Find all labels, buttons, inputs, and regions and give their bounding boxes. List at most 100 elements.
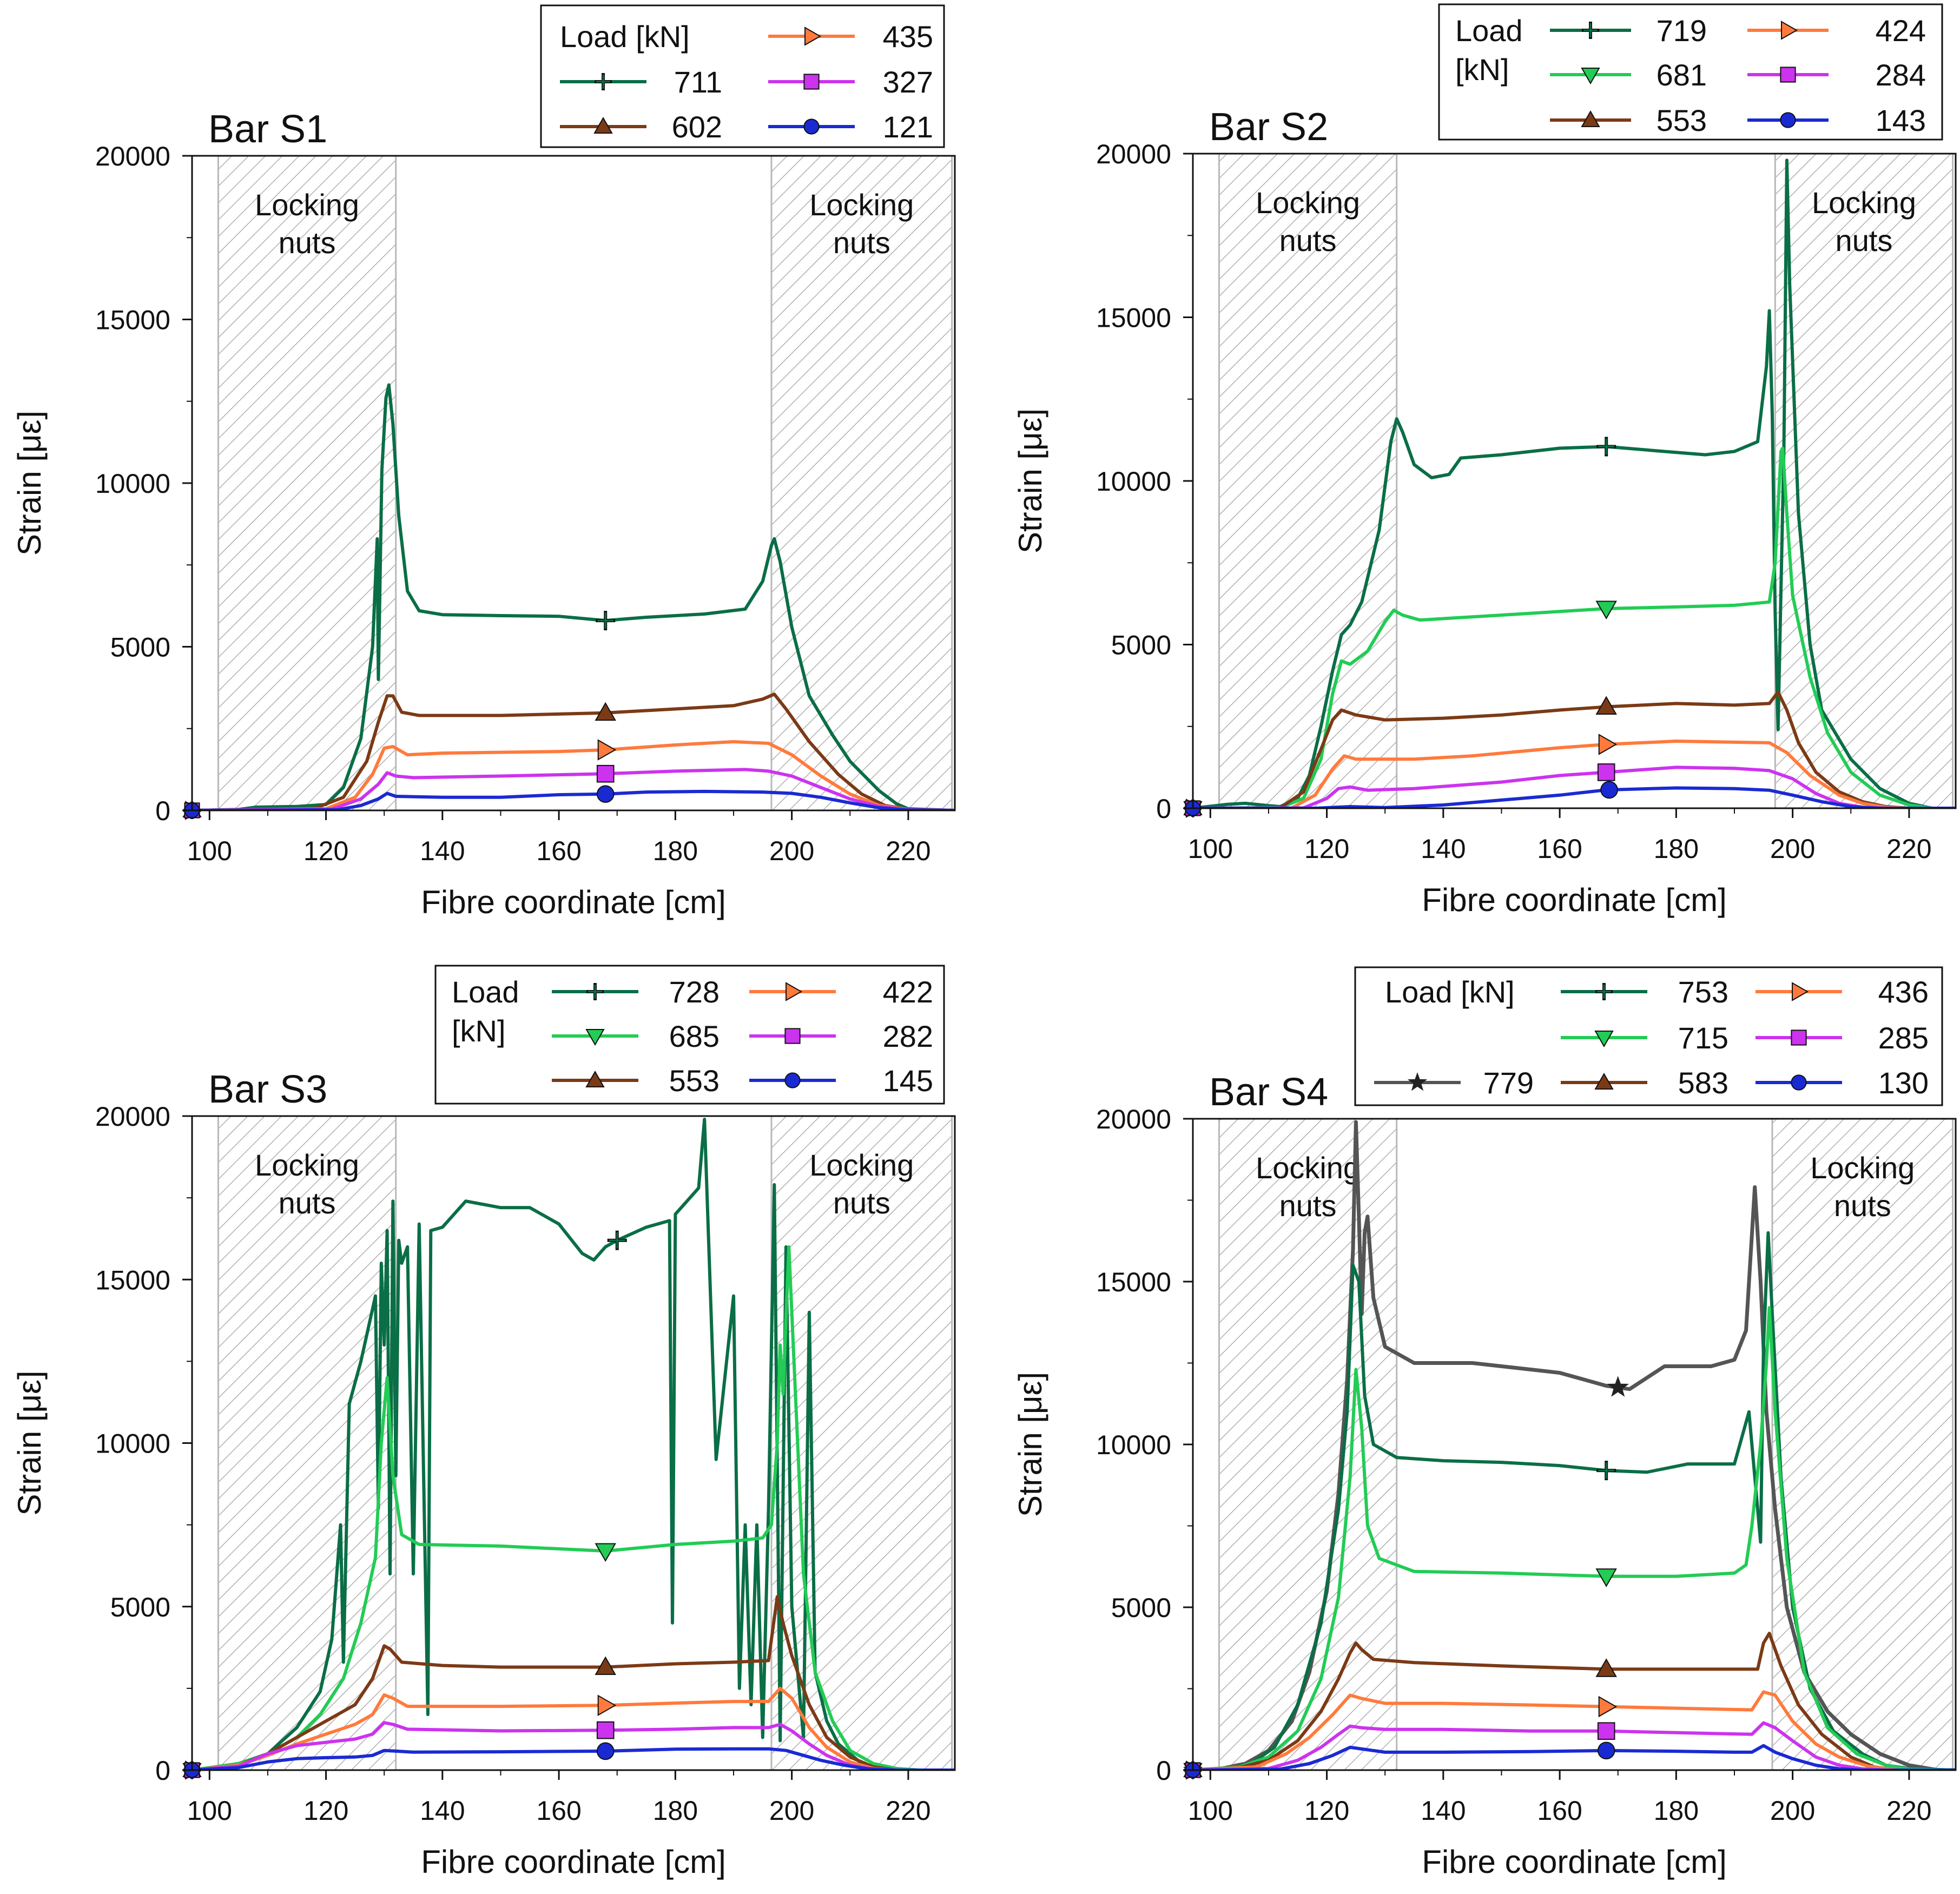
legend-box [540,4,945,148]
chart-title: Bar S4 [1209,1071,1328,1114]
series-marker-715 [1595,1568,1617,1587]
legend-label-145: 145 [883,1064,933,1098]
locking-nuts-label: Locking [1256,1151,1360,1185]
y-tick-label: 0 [1156,1756,1171,1786]
x-tick-label: 120 [303,836,348,866]
x-tick-label: 220 [1886,1796,1931,1826]
legend-marker-435 [804,27,822,46]
locking-nuts-label: Locking [809,188,914,222]
y-axis-label: Strain [με] [1012,408,1048,553]
x-axis-label: Fibre coordinate [cm] [421,1844,726,1880]
legend-marker-282 [784,1028,801,1044]
legend-marker-779 [1407,1072,1428,1091]
legend-marker-602 [593,116,613,134]
legend-label-553: 553 [1657,103,1707,137]
x-tick-label: 220 [886,1796,930,1826]
y-tick-label: 20000 [95,1101,170,1132]
series-marker-284 [1597,763,1615,781]
legend-label-436: 436 [1878,975,1929,1009]
legend-box [434,965,945,1105]
series-line-130 [1193,1744,1956,1770]
x-axis-label: Fibre coordinate [cm] [1422,1844,1727,1880]
series-marker-424 [1598,734,1618,755]
legend-title: Load [kN] [560,19,690,54]
legend-label-583: 583 [1678,1066,1728,1100]
series-marker-422 [597,1694,617,1717]
locking-nuts-label: nuts [279,1186,336,1220]
chart-title: Bar S1 [208,108,327,151]
legend-marker-143 [1780,112,1796,128]
series-line-728 [192,1118,955,1770]
legend-marker-436 [1792,982,1809,1001]
locking-nuts-region [770,155,953,811]
x-tick-label: 200 [769,836,814,866]
y-tick-label: 0 [155,796,170,826]
x-tick-label: 120 [303,1796,348,1826]
series-line-719 [1193,159,1956,808]
y-tick-label: 5000 [1111,630,1171,661]
x-tick-label: 100 [187,836,232,866]
legend: Load [kN] 728 422 685 282 553 145 [434,965,945,1105]
chart-panel-1: Locking nuts Locking nuts 100 120 140 160 180 200… [11,4,956,920]
series-marker-681 [1595,600,1617,619]
legend-marker-145 [784,1072,801,1088]
series-marker-327 [596,764,615,783]
series-line-711 [192,383,955,810]
x-tick-label: 180 [653,1796,698,1826]
y-tick-label: 10000 [1096,466,1171,497]
legend-marker-685 [585,1029,605,1046]
x-tick-label: 160 [536,836,581,866]
x-tick-label: 200 [1770,834,1815,864]
legend-label-753: 753 [1678,975,1728,1009]
x-tick-label: 160 [1537,834,1582,864]
series-marker-436 [1598,1695,1618,1718]
series-marker-130 [1597,1741,1615,1760]
locking-nuts-label: nuts [1834,1189,1891,1223]
x-tick-label: 180 [1654,1796,1699,1826]
series-marker-145 [596,1742,615,1760]
legend-marker-553 [1581,110,1600,127]
x-tick-label: 140 [420,1796,465,1826]
legend-marker-130 [1791,1074,1807,1091]
y-tick-label: 5000 [1111,1593,1171,1623]
legend-label-779: 779 [1483,1066,1534,1100]
locking-nuts-label: nuts [1836,223,1893,258]
series-line-145 [192,1747,955,1770]
x-tick-label: 200 [1770,1796,1815,1826]
locking-nuts-label: nuts [833,1186,890,1220]
legend-label-715: 715 [1678,1021,1728,1055]
y-tick-label: 0 [155,1756,170,1786]
y-tick-label: 20000 [1096,139,1171,169]
legend-marker-327 [803,74,820,90]
series-marker-602 [595,702,616,721]
x-axis-label: Fibre coordinate [cm] [421,884,726,920]
y-tick-label: 15000 [95,305,170,335]
chart-panel-3: Locking nuts Locking nuts 100 120 140 160 180 200… [11,965,956,1880]
y-tick-label: 20000 [1096,1104,1171,1134]
series-marker-583 [1595,1658,1617,1677]
chart-title: Bar S3 [208,1068,327,1111]
legend-label-130: 130 [1878,1066,1929,1100]
legend-label-424: 424 [1876,14,1926,48]
legend-box [1438,3,1943,141]
x-tick-label: 120 [1304,1796,1349,1826]
x-tick-label: 180 [1654,834,1699,864]
legend-marker-553 [585,1070,605,1087]
y-tick-label: 0 [1156,794,1171,824]
locking-nuts-label: nuts [279,226,336,260]
locking-nuts-label: Locking [1256,186,1360,220]
series-marker-685 [595,1543,616,1562]
legend-label-719: 719 [1657,14,1707,48]
legend: Load [kN] 435 711 327 602 121 [540,4,945,148]
locking-nuts-region [1774,153,1954,809]
series-line-602 [192,692,955,810]
series-line-143 [1193,786,1956,808]
y-tick-label: 15000 [95,1265,170,1295]
legend-label-681: 681 [1657,58,1707,92]
legend-label-553: 553 [669,1064,720,1098]
series-marker-553 [1595,696,1617,715]
y-tick-label: 10000 [95,468,170,499]
legend-marker-715 [1594,1031,1614,1048]
legend-marker-422 [786,982,803,1001]
